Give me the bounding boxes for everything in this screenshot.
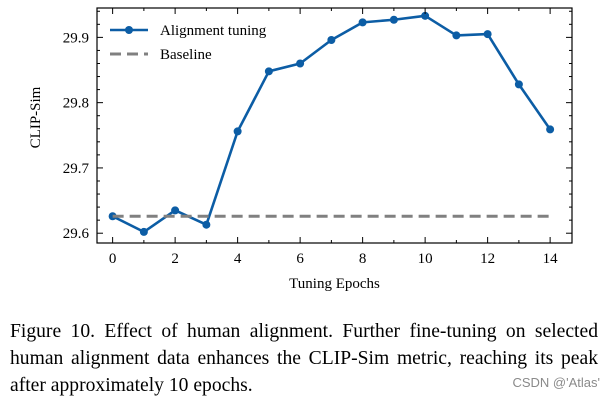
x-tick-label: 6	[296, 251, 304, 267]
alignment-tuning-point	[421, 11, 430, 20]
alignment-tuning-point	[514, 80, 523, 89]
x-tick-label: 10	[418, 251, 433, 267]
alignment-tuning-point	[452, 31, 461, 40]
y-tick-label: 29.6	[63, 226, 90, 242]
alignment-tuning-point	[546, 125, 555, 134]
alignment-tuning-point	[108, 212, 117, 221]
alignment-tuning-point	[389, 15, 398, 24]
x-tick-label: 2	[171, 251, 179, 267]
y-tick-label: 29.7	[63, 161, 90, 177]
x-tick-label: 4	[234, 251, 242, 267]
legend-alignment-marker	[125, 26, 133, 34]
legend-label: Alignment tuning	[160, 23, 267, 39]
y-axis-title: CLIP-Sim	[28, 86, 44, 148]
x-axis-title: Tuning Epochs	[289, 276, 380, 292]
alignment-tuning-point	[483, 30, 492, 39]
alignment-tuning-point	[358, 18, 367, 27]
alignment-tuning-point	[139, 227, 148, 236]
x-tick-label: 12	[480, 251, 495, 267]
alignment-tuning-point	[296, 59, 305, 68]
line-chart: 0 2 4 6 8 10 12 14 29.6 29.7 29.8 29.9 Tuning Epochs…	[28, 7, 573, 292]
alignment-tuning-point	[171, 206, 180, 215]
x-tick-label: 14	[543, 251, 559, 267]
y-tick-label: 29.9	[63, 30, 89, 46]
chart-figure: 0 2 4 6 8 10 12 14 29.6 29.7 29.8 29.9 Tuning Epochs…	[28, 7, 573, 292]
watermark: CSDN @'Atlas'	[512, 375, 600, 390]
alignment-tuning-point	[202, 220, 211, 229]
y-tick-label: 29.8	[63, 96, 89, 112]
alignment-tuning-point	[233, 127, 242, 136]
x-tick-label: 0	[109, 251, 117, 267]
alignment-tuning-point	[327, 35, 336, 44]
x-tick-label: 8	[359, 251, 367, 267]
figure-caption: Figure 10. Effect of human alignment. Fu…	[10, 321, 598, 396]
plot-frame	[96, 7, 573, 244]
alignment-tuning-point	[264, 67, 273, 76]
legend-label: Baseline	[160, 47, 212, 63]
